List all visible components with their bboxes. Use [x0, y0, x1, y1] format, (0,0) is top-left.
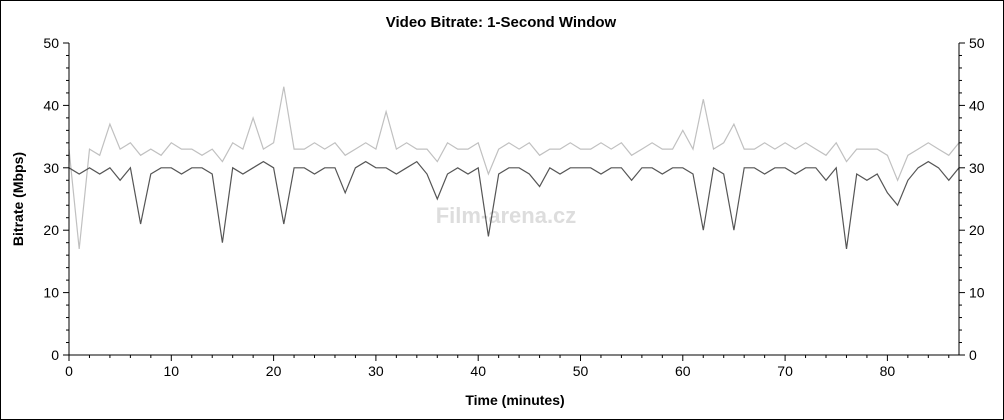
series-line-0 — [68, 86, 960, 249]
x-axis-label: Time (minutes) — [465, 392, 564, 408]
x-tick-label: 0 — [65, 363, 73, 379]
y-tick-label-right: 0 — [969, 347, 977, 363]
y-tick-label-right: 40 — [969, 97, 985, 113]
y-tick-label-left: 30 — [43, 160, 59, 176]
y-tick-label-left: 50 — [43, 35, 59, 51]
y-tick-label-right: 50 — [969, 35, 985, 51]
x-tick-label: 60 — [675, 363, 691, 379]
x-tick-label: 80 — [880, 363, 896, 379]
x-tick-label: 30 — [368, 363, 384, 379]
y-tick-label-left: 20 — [43, 222, 59, 238]
y-tick-label-right: 30 — [969, 160, 985, 176]
y-tick-label-left: 10 — [43, 285, 59, 301]
watermark: Film-arena.cz — [436, 203, 577, 228]
y-tick-label-right: 20 — [969, 222, 985, 238]
chart-title: Video Bitrate: 1-Second Window — [386, 14, 617, 31]
y-tick-label-left: 40 — [43, 97, 59, 113]
x-tick-label: 70 — [777, 363, 793, 379]
x-tick-label: 10 — [164, 363, 180, 379]
x-tick-label: 50 — [573, 363, 589, 379]
x-tick-label: 40 — [470, 363, 486, 379]
y-tick-label-left: 0 — [51, 347, 59, 363]
y-axis-label: Bitrate (Mbps) — [10, 152, 26, 246]
y-tick-label-right: 10 — [969, 285, 985, 301]
series-line-1 — [68, 160, 960, 249]
x-tick-label: 20 — [266, 363, 282, 379]
